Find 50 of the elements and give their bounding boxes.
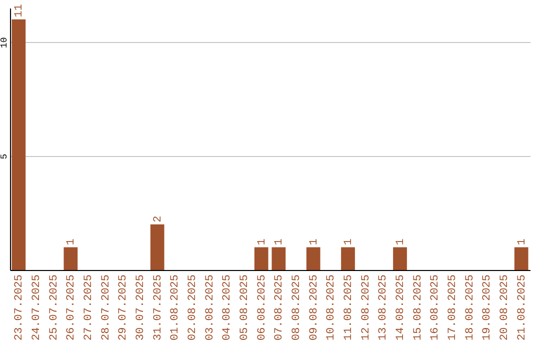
x-tick-label: 26.07.2025 [66, 274, 78, 340]
x-tick-label: 08.08.2025 [291, 274, 303, 340]
x-tick-label: 21.08.2025 [516, 274, 528, 340]
x-tick-label: 30.07.2025 [135, 274, 147, 340]
bar [514, 247, 528, 270]
x-tick-label: 04.08.2025 [222, 274, 234, 340]
x-tick-label: 11.08.2025 [343, 274, 355, 340]
x-tick-label: 29.07.2025 [118, 274, 130, 340]
x-tick-label: 01.08.2025 [170, 274, 182, 340]
bar [150, 224, 164, 270]
y-tick-label: 10 [0, 37, 10, 48]
data-label: 1 [343, 238, 355, 246]
x-tick-label: 23.07.2025 [14, 274, 26, 340]
bar [12, 19, 26, 270]
y-tick-label: 5 [0, 154, 10, 160]
x-tick-label: 28.07.2025 [100, 274, 112, 340]
data-label: 1 [256, 238, 268, 246]
bar [64, 247, 78, 270]
x-tick-label: 06.08.2025 [256, 274, 268, 340]
x-tick-label: 17.08.2025 [447, 274, 459, 340]
x-tick-label: 31.07.2025 [152, 274, 164, 340]
data-label: 11 [14, 4, 26, 18]
data-label: 2 [152, 216, 164, 222]
x-tick-label: 12.08.2025 [360, 274, 372, 340]
x-tick-label: 25.07.2025 [48, 274, 60, 340]
x-tick-label: 27.07.2025 [83, 274, 95, 340]
bar [306, 247, 320, 270]
x-tick-label: 13.08.2025 [378, 274, 390, 340]
bar [393, 247, 407, 270]
x-tick-label: 07.08.2025 [274, 274, 286, 340]
x-tick-label: 02.08.2025 [187, 274, 199, 340]
x-tick-label: 14.08.2025 [395, 274, 407, 340]
data-label: 1 [516, 238, 528, 246]
x-tick-label: 03.08.2025 [204, 274, 216, 340]
x-tick-label: 20.08.2025 [499, 274, 511, 340]
x-tick-label: 10.08.2025 [326, 274, 338, 340]
data-label: 1 [66, 238, 78, 246]
x-tick-label: 09.08.2025 [308, 274, 320, 340]
x-tick-label: 19.08.2025 [482, 274, 494, 340]
data-label: 1 [308, 238, 320, 246]
x-tick-label: 16.08.2025 [430, 274, 442, 340]
data-label: 1 [274, 238, 286, 246]
bar [341, 247, 355, 270]
data-label: 1 [395, 238, 407, 246]
x-tick-label: 18.08.2025 [464, 274, 476, 340]
x-tick-label: 24.07.2025 [31, 274, 43, 340]
bar [272, 247, 286, 270]
bar [254, 247, 268, 270]
x-tick-label: 05.08.2025 [239, 274, 251, 340]
x-tick-label: 15.08.2025 [412, 274, 424, 340]
